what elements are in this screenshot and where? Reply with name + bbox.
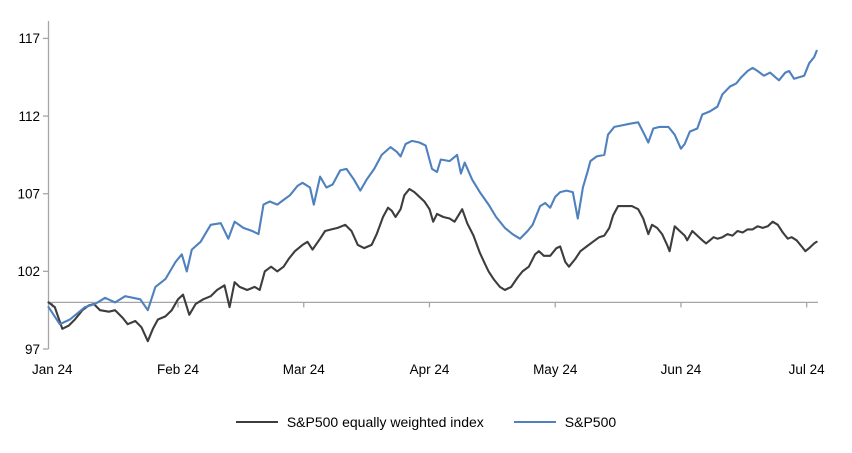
x-axis-tick-label: Apr 24 [410,362,450,377]
x-axis-tick-label: Jul 24 [789,362,826,377]
x-axis-tick-label: Mar 24 [283,362,326,377]
legend-item-sp500-equal-weight: S&P500 equally weighted index [235,414,484,430]
y-axis-tick-label: 102 [17,264,40,279]
legend-item-sp500: S&P500 [513,414,617,430]
x-axis-tick-label: Feb 24 [157,362,200,377]
y-axis-tick-label: 117 [18,31,40,46]
legend-line-swatch-blue [513,421,556,423]
y-axis-tick-label: 112 [18,109,40,124]
y-axis-tick-label: 97 [25,342,40,357]
y-axis-tick-label: 107 [17,187,40,202]
sp500-line [47,49,818,326]
sp500-equal-weight-line [47,187,818,343]
legend-line-swatch-dark [235,421,278,423]
legend-label: S&P500 equally weighted index [286,414,484,430]
x-axis-tick-label: Jun 24 [661,362,702,377]
x-axis-tick-label: May 24 [533,362,578,377]
legend: S&P500 equally weighted index S&P500 [0,414,852,430]
legend-label: S&P500 [564,414,617,430]
x-axis-tick-label: Jan 24 [32,362,73,377]
